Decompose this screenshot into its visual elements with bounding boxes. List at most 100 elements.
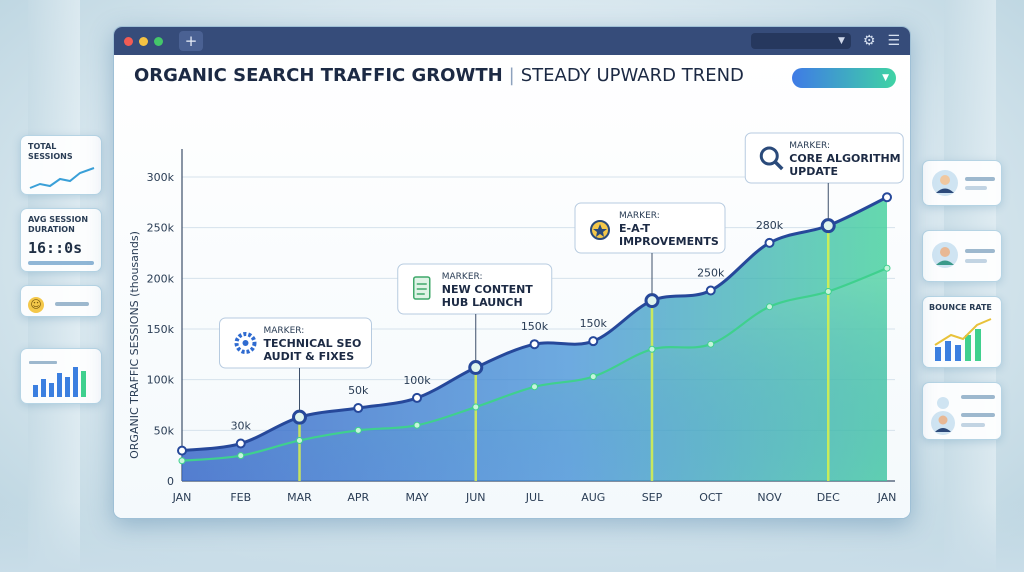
x-tick-label: MAY — [406, 491, 429, 504]
profile-card-3[interactable] — [922, 382, 1002, 440]
y-tick-label: 200k — [147, 272, 175, 285]
series-secondary-point — [237, 452, 245, 460]
series-main-point — [529, 339, 540, 350]
traffic-chart: ORGANIC TRAFFIC SESSIONS (thousands) 30k… — [128, 132, 904, 504]
callout-box — [397, 263, 553, 315]
placeholder-bar — [965, 259, 987, 263]
series-secondary-point — [589, 373, 597, 381]
x-tick-label: OCT — [699, 491, 722, 504]
smiley-icon: ☺ — [28, 297, 44, 313]
magnifier-icon-handle — [774, 160, 784, 171]
page-title: ORGANIC SEARCH TRAFFIC GROWTH | STEADY UPW… — [134, 65, 744, 86]
placeholder-bar — [961, 413, 995, 417]
y-tick-label: 250k — [147, 222, 175, 235]
data-label: 150k — [521, 320, 549, 333]
series-main-point — [820, 218, 836, 234]
series-main-point — [292, 409, 307, 425]
x-tick-label: JUL — [525, 491, 544, 504]
x-tick-label: JAN — [877, 491, 897, 504]
data-label: 280k — [756, 219, 784, 232]
series-secondary-point — [472, 403, 480, 411]
x-tick-label: DEC — [817, 491, 840, 504]
x-tick-label: SEP — [642, 491, 663, 504]
callout-prefix: MARKER: — [442, 272, 483, 282]
document-icon-page — [413, 276, 431, 300]
series-main-point — [882, 192, 892, 203]
series-secondary-point — [296, 436, 303, 444]
series-main-point — [177, 445, 187, 456]
x-tick-label: APR — [347, 491, 369, 504]
feedback-card[interactable]: ☺ — [20, 285, 102, 317]
magnifier-icon-lens — [759, 146, 779, 166]
bar-chart-card[interactable] — [20, 348, 102, 404]
maximize-dot[interactable] — [154, 36, 163, 46]
placeholder-bar — [965, 249, 995, 253]
y-tick-label: 50k — [154, 424, 175, 437]
medal-icon — [590, 220, 610, 240]
placeholder-bar — [961, 423, 985, 427]
series-main-point — [705, 285, 716, 296]
series-secondary-point — [824, 288, 832, 296]
series-secondary-point — [648, 345, 656, 353]
duration-bar — [28, 261, 94, 265]
profile-card-2[interactable] — [922, 230, 1002, 282]
profile-card-1[interactable] — [922, 160, 1002, 206]
data-label: 50k — [348, 384, 369, 397]
callout-title-line2: HUB LAUNCH — [442, 296, 523, 309]
title-bold: ORGANIC SEARCH TRAFFIC GROWTH — [134, 65, 503, 86]
bounce-rate-label: BOUNCE RATE — [929, 303, 992, 312]
gear-icon — [234, 332, 257, 354]
document-icon — [413, 276, 431, 300]
chevron-down-icon: ▼ — [837, 36, 845, 46]
callout-box — [744, 132, 904, 184]
toolbar-dropdown[interactable]: ▼ — [750, 33, 851, 49]
date-range-selector[interactable]: ▼ — [792, 68, 896, 88]
placeholder-bar — [965, 186, 987, 190]
avg-session-duration-card[interactable]: AVG SESSION DURATION 16::0s — [20, 208, 102, 272]
title-subtitle: STEADY UPWARD TREND — [520, 65, 744, 86]
avatar-icon — [932, 170, 958, 196]
series-main-point — [412, 392, 422, 403]
series-secondary-area — [182, 268, 887, 481]
placeholder-bar — [55, 301, 90, 306]
callout-prefix: MARKER: — [789, 141, 830, 151]
series-secondary-point — [354, 426, 362, 434]
hamburger-menu-icon[interactable]: ☰ — [887, 33, 900, 49]
callout-prefix: MARKER: — [264, 326, 305, 336]
new-tab-button[interactable]: + — [179, 31, 203, 51]
close-dot[interactable] — [124, 36, 133, 46]
series-secondary-point — [883, 264, 891, 272]
minimize-dot[interactable] — [139, 36, 148, 46]
callout-prefix: MARKER: — [619, 211, 660, 221]
avatar-icon — [931, 397, 955, 435]
callout-title-line1: E-A-T — [619, 222, 651, 235]
x-tick-label: JUN — [465, 491, 486, 504]
total-sessions-card[interactable]: TOTAL SESSIONS — [20, 135, 102, 195]
sparkline-icon — [29, 167, 95, 189]
series-main-point — [235, 438, 246, 449]
callout-title-line2: AUDIT & FIXES — [264, 350, 355, 363]
callout-box — [574, 202, 726, 254]
series-main-point — [588, 336, 599, 347]
gear-icon[interactable]: ⚙ — [862, 33, 876, 49]
background-pillar-right — [944, 0, 996, 572]
callout-title-line2: IMPROVEMENTS — [619, 235, 719, 248]
y-tick-label: 150k — [147, 323, 175, 336]
avatar-icon — [932, 242, 958, 268]
y-tick-label: 100k — [147, 374, 175, 387]
bounce-rate-card[interactable]: BOUNCE RATE — [922, 296, 1002, 368]
series-main-point — [353, 403, 364, 414]
series-secondary-point — [531, 383, 538, 391]
series-main-point — [764, 237, 775, 248]
data-label: 150k — [580, 317, 608, 330]
data-label: 250k — [697, 266, 725, 279]
data-label: 30k — [231, 420, 252, 433]
y-tick-label: 300k — [147, 171, 175, 184]
series-secondary-point — [707, 340, 715, 348]
gear-icon-shape — [234, 332, 257, 354]
x-tick-label: JAN — [172, 491, 192, 504]
dashboard-window: + ▼ ⚙ ☰ ORGANIC SEARCH TRAFFIC GROWTH | ST… — [113, 26, 911, 519]
